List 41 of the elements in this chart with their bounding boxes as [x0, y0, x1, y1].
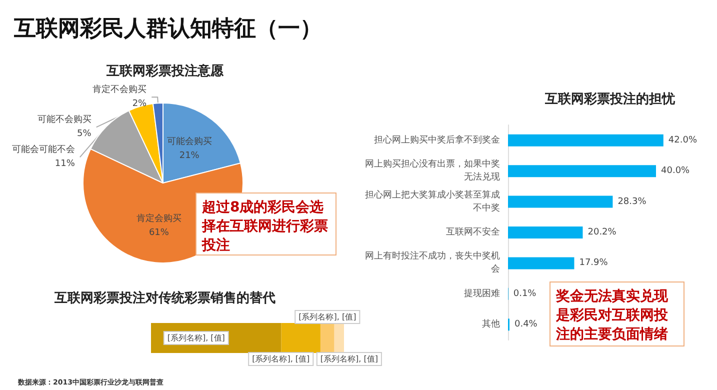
data-label: 21%: [179, 151, 200, 162]
data-label: 28.3%: [618, 196, 647, 207]
text: 互联网彩民人群认知特征（一）: [13, 16, 322, 42]
y-tick-label: 其他: [482, 318, 500, 330]
slice-label: 肯定不会购买: [92, 84, 147, 96]
data-label: 17.9%: [579, 258, 608, 268]
text: [系列名称], [值]: [252, 354, 310, 364]
bar: [320, 323, 334, 353]
data-label: 2%: [132, 99, 148, 110]
chart-title: 互联网彩票投注的担忧: [544, 91, 676, 107]
data-label: 42.0%: [668, 135, 698, 146]
bar: [508, 226, 583, 238]
data-label: 0.1%: [513, 288, 537, 299]
annotation: 奖金无法真实兑现是彩民对互联网投注的主要负面情绪: [555, 288, 669, 342]
bar: [334, 323, 344, 353]
data-label: 40.0%: [661, 166, 690, 176]
slice-label: 可能不会购买: [37, 114, 92, 126]
text: [系列名称], [值]: [298, 312, 356, 322]
annotation: [系列名称], [值]: [167, 334, 225, 342]
data-label: 61%: [148, 228, 170, 238]
text: 超过8成的彩民会选择在互联网进行彩票投注: [201, 200, 328, 254]
data-label: 20.2%: [588, 228, 617, 238]
y-tick-label: 提现困难: [464, 288, 500, 299]
y-tick-label: 互联网不安全: [446, 226, 500, 238]
data-label: 5%: [77, 129, 92, 140]
slice-label: 肯定会购买: [136, 212, 182, 224]
slice-label: 可能会购买: [166, 136, 212, 148]
y-tick-label: 网上购买担心没有出票，如果中奖无法兑现: [365, 158, 500, 183]
chart-title: 互联网彩票投注意愿: [106, 63, 224, 79]
data-label: 11%: [54, 159, 76, 170]
bar: [508, 134, 664, 146]
bar: [508, 196, 613, 208]
y-tick-label: 担心网上购买中奖后拿不到奖金: [374, 134, 500, 146]
slice-label: 可能会可能不会: [12, 144, 75, 156]
bar: [508, 257, 574, 270]
data-label: 0.4%: [514, 320, 538, 330]
y-tick-label: 网上有时投注不成功，丧失中奖机会: [365, 250, 500, 275]
text: [系列名称], [值]: [320, 354, 378, 364]
y-tick-label: 担心网上把大奖算成小奖甚至算成不中奖: [365, 189, 500, 214]
chart-title: 互联网彩票投注对传统彩票销售的替代: [54, 290, 276, 306]
bar: [508, 165, 656, 178]
